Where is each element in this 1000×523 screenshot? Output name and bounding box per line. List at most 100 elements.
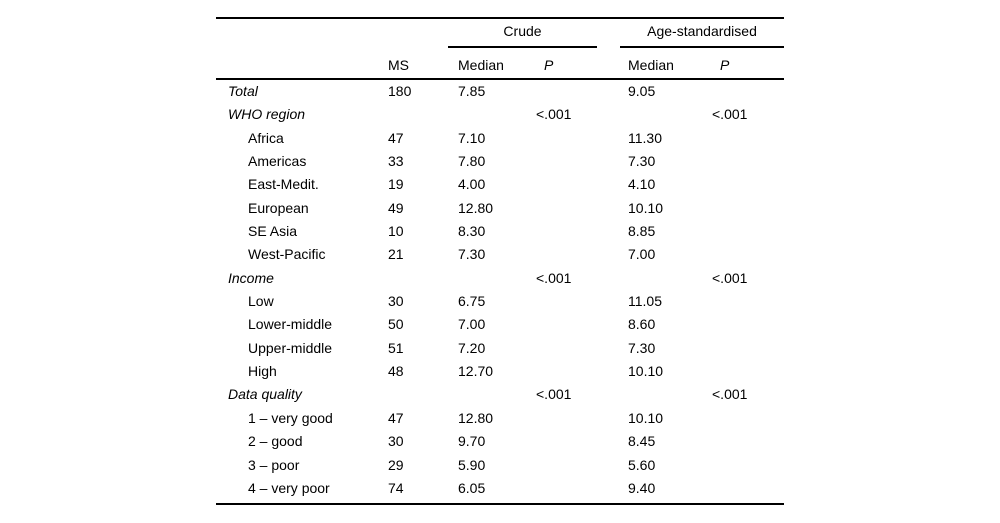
- std-p-value: [712, 477, 784, 500]
- std-median-value: 10.10: [628, 363, 664, 380]
- table-row: West-Pacific 21 7.30 7.00: [216, 243, 784, 266]
- ms-value: 30: [388, 433, 404, 450]
- crude-spanner-header: Crude: [503, 23, 542, 39]
- age-standardised-spanner-header: Age-standardised: [647, 23, 757, 39]
- table-row: 3 – poor 29 5.90 5.60: [216, 454, 784, 477]
- crude-p-value: [536, 407, 628, 430]
- row-label: SE Asia: [248, 223, 298, 240]
- std-p-value: [712, 430, 784, 453]
- table-row: 2 – good 30 9.70 8.45: [216, 430, 784, 453]
- crude-p-value: [536, 360, 628, 383]
- row-label: Americas: [248, 153, 307, 170]
- table-row: WHO region <.001 <.001: [216, 103, 784, 126]
- ms-value: 33: [388, 153, 404, 170]
- table-top-rule: [216, 17, 784, 19]
- crude-p-value: [536, 290, 628, 313]
- std-median-value: 8.45: [628, 433, 656, 450]
- std-p-value: [712, 360, 784, 383]
- row-label: East-Medit.: [248, 176, 319, 193]
- ms-value: 30: [388, 293, 404, 310]
- table-row: East-Medit. 19 4.00 4.10: [216, 173, 784, 196]
- table-row: 4 – very poor 74 6.05 9.40: [216, 477, 784, 500]
- ms-value: 21: [388, 246, 404, 263]
- table-row: 1 – very good 47 12.80 10.10: [216, 407, 784, 430]
- std-median-value: 11.05: [628, 293, 662, 310]
- std-median-value: [628, 103, 712, 126]
- crude-p-value: [536, 243, 628, 266]
- std-median-value: 9.40: [628, 479, 656, 496]
- ms-value: [388, 383, 458, 406]
- crude-median-value: 4.00: [458, 176, 486, 193]
- ms-value: 74: [388, 479, 404, 496]
- row-label: High: [248, 363, 277, 380]
- std-p-value: [712, 290, 784, 313]
- crude-p-value: <.001: [536, 386, 572, 403]
- std-median-column-header: Median: [628, 57, 674, 73]
- std-median-value: 10.10: [628, 199, 664, 216]
- std-p-value: <.001: [712, 386, 748, 403]
- crude-p-value: [536, 337, 628, 360]
- std-median-value: [628, 383, 712, 406]
- crude-median-value: 7.80: [458, 153, 486, 170]
- row-label: 2 – good: [248, 433, 303, 450]
- ms-value: 51: [388, 339, 404, 356]
- std-p-column-header: P: [720, 57, 730, 73]
- table-row: Low 30 6.75 11.05: [216, 290, 784, 313]
- crude-p-value: [536, 313, 628, 336]
- ms-column-header: MS: [388, 57, 409, 73]
- crude-p-value: [536, 197, 628, 220]
- crude-median-value: 12.80: [458, 409, 494, 426]
- crude-p-value: [536, 477, 628, 500]
- crude-median-value: 12.70: [458, 363, 494, 380]
- crude-median-value: 8.30: [458, 223, 486, 240]
- std-median-value: 4.10: [628, 176, 656, 193]
- table-row: Lower-middle 50 7.00 8.60: [216, 313, 784, 336]
- std-p-value: [712, 127, 784, 150]
- std-median-value: 8.60: [628, 316, 656, 333]
- ms-value: 49: [388, 199, 404, 216]
- ms-value: 19: [388, 176, 404, 193]
- std-p-value: <.001: [712, 106, 748, 123]
- crude-p-value: [536, 127, 628, 150]
- table-row: Total 180 7.85 9.05: [216, 80, 784, 103]
- crude-median-column-header: Median: [458, 57, 504, 73]
- crude-median-value: [458, 267, 536, 290]
- crude-median-value: 6.75: [458, 293, 486, 310]
- std-median-value: 11.30: [628, 129, 662, 146]
- row-label: Lower-middle: [248, 316, 333, 333]
- row-label: 4 – very poor: [248, 479, 330, 496]
- crude-median-value: [458, 103, 536, 126]
- crude-median-value: 7.10: [458, 129, 486, 146]
- std-median-value: 9.05: [628, 83, 656, 99]
- crude-spanner-rule: [448, 46, 597, 48]
- std-p-value: [712, 407, 784, 430]
- std-p-value: [712, 197, 784, 220]
- table-row: European 49 12.80 10.10: [216, 197, 784, 220]
- row-label: Low: [248, 293, 274, 310]
- std-p-value: [712, 150, 784, 173]
- ms-value: [388, 267, 458, 290]
- crude-median-value: 7.20: [458, 339, 486, 356]
- crude-p-value: [536, 430, 628, 453]
- std-p-value: [712, 173, 784, 196]
- crude-p-value: <.001: [536, 106, 572, 123]
- std-p-value: [712, 337, 784, 360]
- std-p-value: [712, 243, 784, 266]
- crude-median-value: 6.05: [458, 479, 486, 496]
- crude-median-value: [458, 383, 536, 406]
- crude-median-value: 7.30: [458, 246, 486, 263]
- crude-p-value: <.001: [536, 269, 572, 286]
- column-header-row: MS Median P Median P: [216, 46, 784, 80]
- std-median-value: 10.10: [628, 409, 664, 426]
- crude-median-value: 9.70: [458, 433, 486, 450]
- table-row: Data quality <.001 <.001: [216, 383, 784, 406]
- row-label: 1 – very good: [248, 409, 333, 426]
- crude-p-value: [536, 150, 628, 173]
- ms-value: 50: [388, 316, 404, 333]
- std-p-value: [712, 313, 784, 336]
- statistics-table: Crude Age-standardised MS Median P Media…: [216, 17, 784, 507]
- table-row: Africa 47 7.10 11.30: [216, 127, 784, 150]
- ms-value: [388, 103, 458, 126]
- table-row: SE Asia 10 8.30 8.85: [216, 220, 784, 243]
